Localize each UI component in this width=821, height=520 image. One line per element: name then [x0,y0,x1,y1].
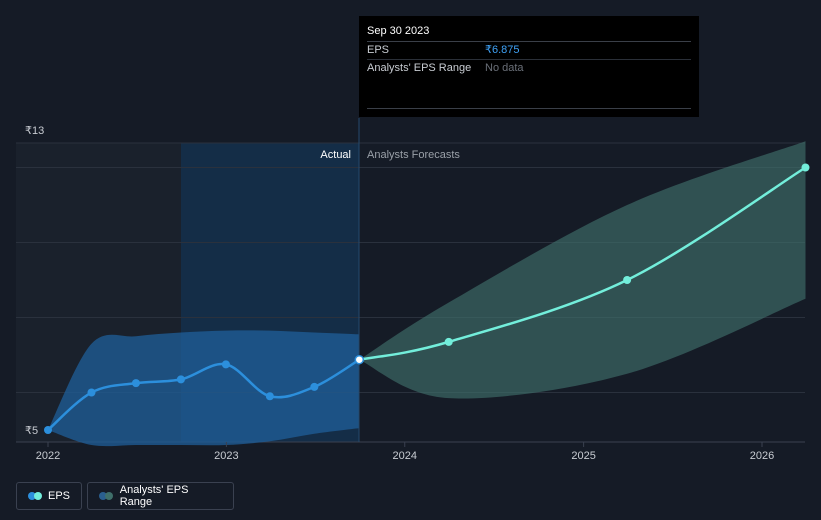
tooltip-divider [367,108,691,109]
eps-point[interactable] [310,382,319,391]
forecast-point[interactable] [623,276,632,284]
forecast-point[interactable] [444,337,453,346]
eps-point[interactable] [221,360,230,369]
tooltip: Sep 30 2023 EPS ₹6.875 Analysts' EPS Ran… [359,16,699,117]
tooltip-eps-value: ₹6.875 [485,44,520,56]
y-min-label: ₹5 [25,425,38,437]
forecast-label: Analysts Forecasts [367,149,460,161]
tooltip-range-value: No data [485,62,524,74]
eps-point[interactable] [44,426,52,434]
tooltip-row-range: Analysts' EPS Range No data [367,60,691,77]
range-swatch-icon [99,492,113,500]
forecast-point[interactable] [801,163,810,172]
legend-range-label: Analysts' EPS Range [119,484,189,508]
tooltip-date: Sep 30 2023 [367,16,691,42]
eps-forecast-line [359,166,807,361]
eps-point[interactable] [131,379,140,388]
forecast-range-area [359,141,806,399]
eps-line [47,358,360,431]
eps-point[interactable] [265,392,274,401]
legend-eps-label: EPS [47,490,70,502]
x-tick-label: 2024 [393,450,417,462]
tooltip-eps-label: EPS [367,44,390,56]
actual-range-area [48,330,360,447]
x-tick-label: 2023 [214,450,238,462]
x-tick-label: 2025 [571,450,595,462]
eps-point[interactable] [176,375,185,384]
tooltip-range-label: Analysts' EPS Range [367,62,472,74]
selected-point[interactable] [354,354,365,365]
y-max-label: ₹13 [25,125,44,137]
x-tick-label: 2022 [36,450,60,462]
eps-swatch-icon [28,492,42,500]
legend-range-button[interactable]: Analysts' EPS Range [87,482,234,510]
legend-eps-button[interactable]: EPS [16,482,82,510]
tooltip-row-eps: EPS ₹6.875 [367,42,691,60]
actual-label: Actual [320,149,351,161]
x-tick-label: 2026 [750,450,774,462]
eps-point[interactable] [87,388,96,397]
